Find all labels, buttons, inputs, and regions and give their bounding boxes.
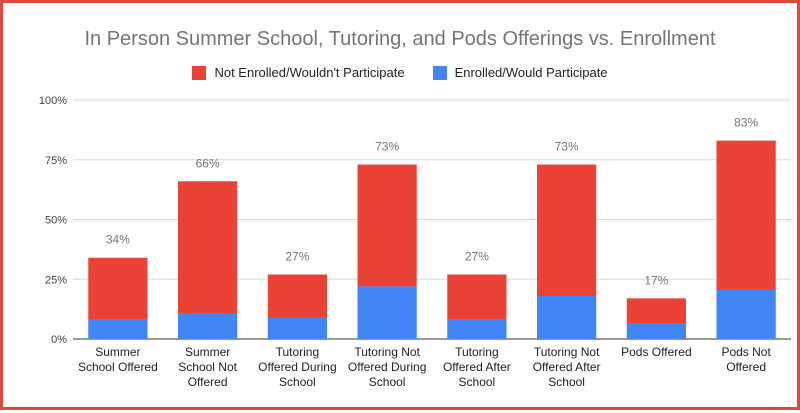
bar-segment-enrolled [88,319,148,339]
plot-area: 0% 25% 50% 75% 100% 34% Summer School Offered 66… [39,95,791,389]
bar-segment-enrolled [537,295,597,339]
bar-segment-not-enrolled [537,164,597,296]
legend-item-not-enrolled: Not Enrolled/Wouldn't Participate [192,65,405,80]
chart-title: In Person Summer School, Tutoring, and P… [84,28,716,50]
bar-segment-not-enrolled [178,181,238,314]
y-tick-label: 75% [45,155,67,167]
legend-label-not-enrolled: Not Enrolled/Wouldn't Participate [214,65,405,80]
x-tick-label: Tutoring Not Offered After School [533,345,601,389]
bar-total-label: 73% [375,140,399,154]
y-tick-label: 50% [45,215,67,227]
bar-segment-enrolled [267,317,327,339]
x-tick-label: Tutoring Offered After School [443,345,511,389]
bar-total-label: 34% [106,233,130,247]
bar-total-label: 83% [734,116,758,130]
bar-segment-enrolled [357,286,417,339]
x-tick-label: Pods Offered [621,345,692,359]
bar-segment-not-enrolled [357,164,417,287]
bar-segment-not-enrolled [88,257,148,320]
x-tick-label: Tutoring Not Offered During School [348,345,427,389]
legend-swatch-not-enrolled [192,65,207,80]
bar-total-label: 66% [196,156,220,170]
x-tick-label: Summer School Not Offered [178,345,237,389]
y-tick-label: 25% [45,274,67,286]
bar-segment-not-enrolled [626,298,686,324]
bar-segment-not-enrolled [716,140,776,291]
x-tick-label: Pods Not Offered [721,345,771,374]
bar-total-label: 73% [555,140,579,154]
bar-total-label: 17% [644,273,668,287]
legend-swatch-enrolled [432,65,447,80]
legend-item-enrolled: Enrolled/Would Participate [432,65,608,80]
bar-segment-enrolled [626,323,686,339]
x-tick-label: Tutoring Offered During School [258,345,337,389]
bar-segment-not-enrolled [267,274,327,318]
bar-segment-not-enrolled [447,274,507,320]
legend-label-enrolled: Enrolled/Would Participate [454,65,608,80]
bar-segment-enrolled [716,290,776,339]
bar-segment-enrolled [447,319,507,339]
y-tick-label: 0% [51,334,67,346]
x-tick-label: Summer School Offered [78,345,158,374]
bar-total-label: 27% [285,249,309,263]
bar-total-label: 27% [465,249,489,263]
chart-legend: Not Enrolled/Wouldn't Participate Enroll… [3,65,797,80]
bar-segment-enrolled [178,313,238,339]
y-tick-label: 100% [39,95,67,107]
